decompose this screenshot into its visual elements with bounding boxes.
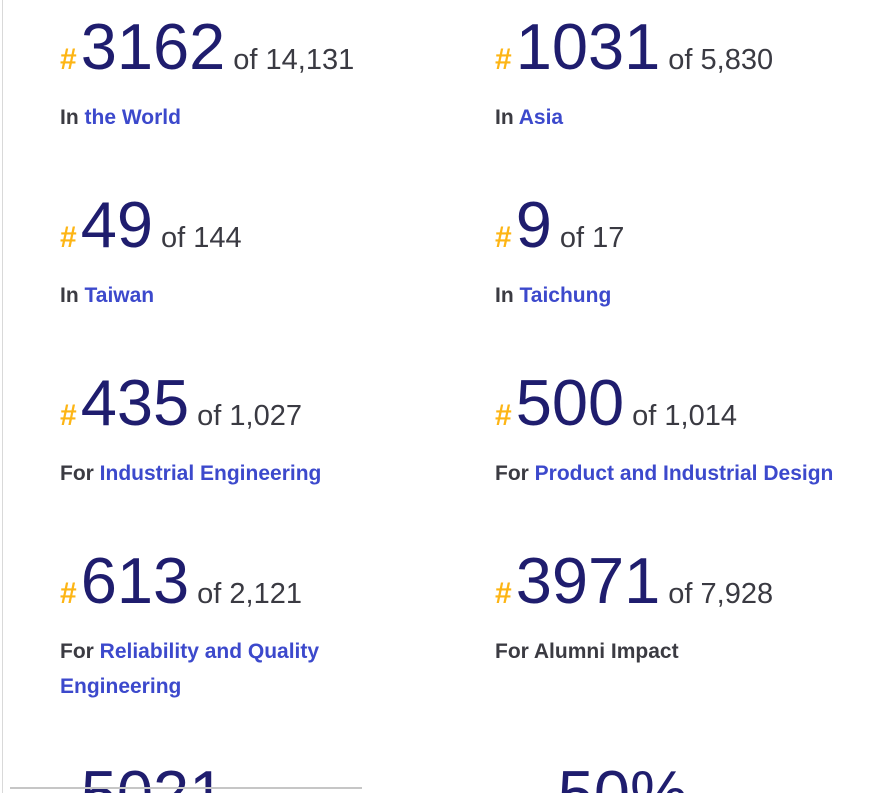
rank-prefix: Top xyxy=(495,790,548,793)
rank-prefix: # xyxy=(495,577,512,610)
ranking-entry: #613 of 2,121 For Reliability and Quality… xyxy=(60,546,495,704)
rank-label: For Industrial Engineering xyxy=(60,456,410,491)
rank-label-link[interactable]: Product and Industrial Design xyxy=(534,462,834,485)
rank-value: 435 xyxy=(80,366,190,439)
rank-value: 613 xyxy=(80,544,190,617)
rank-label-link[interactable]: Taichung xyxy=(519,284,612,307)
rank-label-link[interactable]: the World xyxy=(84,106,181,129)
rank-value: 3971 xyxy=(515,544,661,617)
rank-value: 1031 xyxy=(515,10,661,83)
rank-total: of 144 xyxy=(161,222,242,254)
rank-total: of 1,027 xyxy=(197,400,302,432)
rank-label-lead: In xyxy=(495,106,519,129)
rank-label-lead: In xyxy=(60,284,85,307)
rank-label-link[interactable]: Asia xyxy=(518,106,564,129)
ranking-entry: Top50% For 60 other topics xyxy=(495,759,874,793)
ranking-entry: #9 of 17 In Taichung xyxy=(495,190,874,313)
rank-label: In the World xyxy=(60,100,410,135)
bottom-divider xyxy=(10,787,362,789)
rank-line: #435 of 1,027 xyxy=(60,368,495,456)
rank-label-link[interactable]: Taiwan xyxy=(84,284,155,307)
rank-label-link[interactable]: Industrial Engineering xyxy=(99,462,322,485)
ranking-entry: #500 of 1,014 For Product and Industrial … xyxy=(495,368,874,491)
ranking-entry: #49 of 144 In Taiwan xyxy=(60,190,495,313)
rank-label-lead: In xyxy=(495,284,520,307)
ranking-entry: #435 of 1,027 For Industrial Engineering xyxy=(60,368,495,491)
rank-label: For Alumni Impact xyxy=(495,634,845,669)
rank-label-lead: For Alumni Impact xyxy=(495,640,679,663)
rank-prefix: # xyxy=(60,221,77,254)
rank-total: of 1,014 xyxy=(632,400,737,432)
rank-total: of 2,121 xyxy=(197,578,302,610)
rank-value: 9 xyxy=(515,188,552,261)
ranking-entry: #3971 of 7,928 For Alumni Impact xyxy=(495,546,874,704)
rank-label: In Taiwan xyxy=(60,278,410,313)
rank-prefix: # xyxy=(60,790,77,793)
rank-value: 50% xyxy=(558,757,688,793)
ranking-entry: #1031 of 5,830 In Asia xyxy=(495,12,874,135)
rank-value: 3162 xyxy=(80,10,226,83)
rank-line: #3162 of 14,131 xyxy=(60,12,495,100)
ranking-entry: #3162 of 14,131 In the World xyxy=(60,12,495,135)
rank-prefix: # xyxy=(495,221,512,254)
left-border xyxy=(2,0,3,793)
rank-label: In Taichung xyxy=(495,278,845,313)
rank-line: #9 of 17 xyxy=(495,190,874,278)
rank-total: of 14,131 xyxy=(233,44,355,76)
rank-total: of 5,830 xyxy=(668,44,774,76)
rank-line: #500 of 1,014 xyxy=(495,368,874,456)
rank-prefix: # xyxy=(495,43,512,76)
rank-label-lead: For xyxy=(60,640,100,663)
rank-line: Top 50% xyxy=(495,759,874,793)
rank-label-lead: For xyxy=(60,462,100,485)
rank-prefix: # xyxy=(60,43,77,76)
rank-label: For Reliability and Quality Engineering xyxy=(60,634,410,704)
rank-total: of 14,131 xyxy=(233,791,354,793)
rank-line: #1031 of 5,830 xyxy=(495,12,874,100)
rank-label-lead: For xyxy=(495,462,535,485)
rank-total: of 7,928 xyxy=(668,578,774,610)
rank-value: 500 xyxy=(515,366,625,439)
rank-line: #3971 of 7,928 xyxy=(495,546,874,634)
rank-prefix: # xyxy=(495,399,512,432)
rank-label: For Product and Industrial Design xyxy=(495,456,845,491)
rank-line: #49 of 144 xyxy=(60,190,495,278)
rank-line: #613 of 2,121 xyxy=(60,546,495,634)
rank-label-link[interactable]: Reliability and Quality Engineering xyxy=(60,640,320,698)
rank-total: of 17 xyxy=(559,222,625,254)
rank-prefix: # xyxy=(60,399,77,432)
rank-label-lead: In xyxy=(60,106,85,129)
rank-prefix: # xyxy=(60,577,77,610)
rank-label: In Asia xyxy=(495,100,845,135)
rank-value: 49 xyxy=(80,188,153,261)
